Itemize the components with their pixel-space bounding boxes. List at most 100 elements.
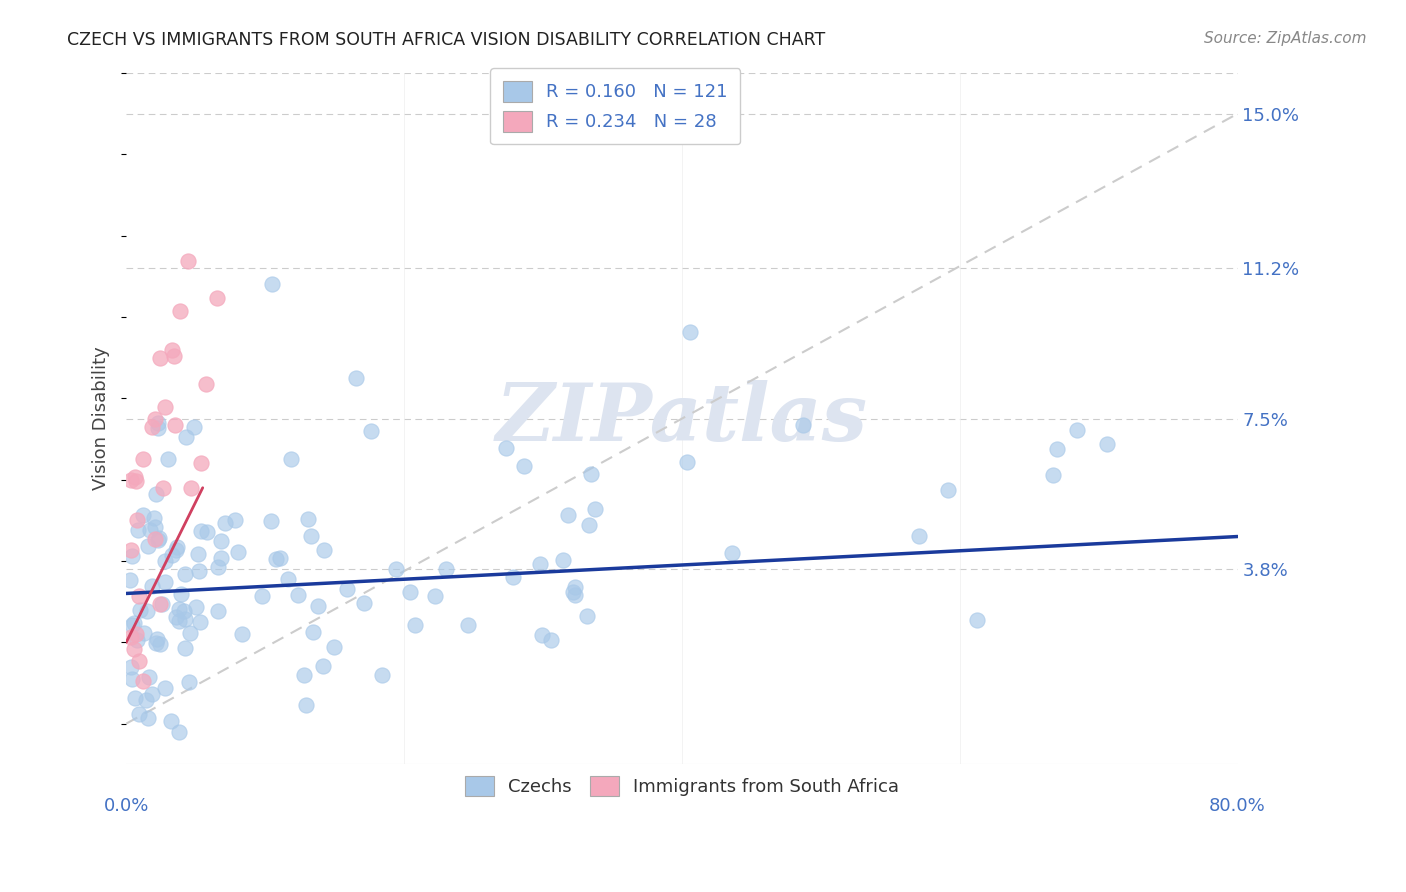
Point <box>139 523 162 537</box>
Point <box>127 632 149 647</box>
Point <box>120 542 142 557</box>
Point <box>149 597 172 611</box>
Point <box>336 582 359 597</box>
Point <box>162 343 184 358</box>
Point <box>132 674 155 689</box>
Point <box>138 670 160 684</box>
Point <box>132 508 155 523</box>
Point <box>135 603 157 617</box>
Text: CZECH VS IMMIGRANTS FROM SOUTH AFRICA VISION DISABILITY CORRELATION CHART: CZECH VS IMMIGRANTS FROM SOUTH AFRICA VI… <box>67 31 825 49</box>
Point <box>124 470 146 484</box>
Point <box>371 667 394 681</box>
Point <box>561 585 583 599</box>
Point <box>307 599 329 613</box>
Point <box>173 611 195 625</box>
Text: 80.0%: 80.0% <box>1209 797 1265 814</box>
Point <box>250 589 273 603</box>
Point <box>260 514 283 528</box>
Point <box>125 627 148 641</box>
Point <box>551 552 574 566</box>
Point <box>423 589 446 603</box>
Point <box>344 371 367 385</box>
Point <box>148 421 170 435</box>
Point <box>385 562 408 576</box>
Point <box>207 604 229 618</box>
Point <box>167 614 190 628</box>
Point <box>145 487 167 501</box>
Point <box>1046 442 1069 456</box>
Point <box>142 511 165 525</box>
Point <box>679 325 702 339</box>
Point <box>122 616 145 631</box>
Point <box>177 253 200 268</box>
Point <box>135 693 157 707</box>
Y-axis label: Vision Disability: Vision Disability <box>93 347 110 491</box>
Point <box>127 523 149 537</box>
Point <box>302 624 325 639</box>
Point <box>721 546 744 560</box>
Point <box>153 554 176 568</box>
Point <box>936 483 959 497</box>
Point <box>311 659 333 673</box>
Point <box>404 618 426 632</box>
Point <box>146 632 169 647</box>
Point <box>353 596 375 610</box>
Point <box>136 711 159 725</box>
Point <box>287 588 309 602</box>
Point <box>132 626 155 640</box>
Point <box>149 351 172 365</box>
Point <box>146 417 169 431</box>
Point <box>676 455 699 469</box>
Point <box>540 633 562 648</box>
Point <box>269 550 291 565</box>
Point <box>502 569 524 583</box>
Point <box>120 630 142 644</box>
Point <box>530 628 553 642</box>
Point <box>581 467 603 481</box>
Point <box>457 617 479 632</box>
Point <box>564 580 586 594</box>
Point <box>145 636 167 650</box>
Point <box>209 551 232 566</box>
Point <box>226 545 249 559</box>
Point <box>156 452 179 467</box>
Point <box>124 642 146 657</box>
Point <box>167 724 190 739</box>
Point <box>297 512 319 526</box>
Point <box>792 417 814 432</box>
Point <box>121 672 143 686</box>
Point <box>120 573 142 587</box>
Point <box>153 681 176 695</box>
Point <box>209 533 232 548</box>
Point <box>277 573 299 587</box>
Text: 0.0%: 0.0% <box>104 797 149 814</box>
Point <box>143 520 166 534</box>
Point <box>120 473 142 487</box>
Point <box>907 529 929 543</box>
Point <box>578 517 600 532</box>
Point <box>163 349 186 363</box>
Point <box>136 539 159 553</box>
Point <box>163 418 186 433</box>
Point <box>152 597 174 611</box>
Point <box>195 525 218 540</box>
Point <box>966 613 988 627</box>
Point <box>160 548 183 562</box>
Point <box>146 533 169 547</box>
Point <box>264 552 287 566</box>
Point <box>583 502 606 516</box>
Point <box>128 589 150 603</box>
Point <box>512 459 534 474</box>
Point <box>312 543 335 558</box>
Point <box>195 377 218 392</box>
Point <box>179 625 201 640</box>
Point <box>152 481 174 495</box>
Point <box>174 430 197 444</box>
Point <box>184 600 207 615</box>
Point <box>143 533 166 547</box>
Point <box>495 441 517 455</box>
Point <box>564 588 586 602</box>
Point <box>183 420 205 434</box>
Point <box>165 542 187 557</box>
Point <box>214 516 236 530</box>
